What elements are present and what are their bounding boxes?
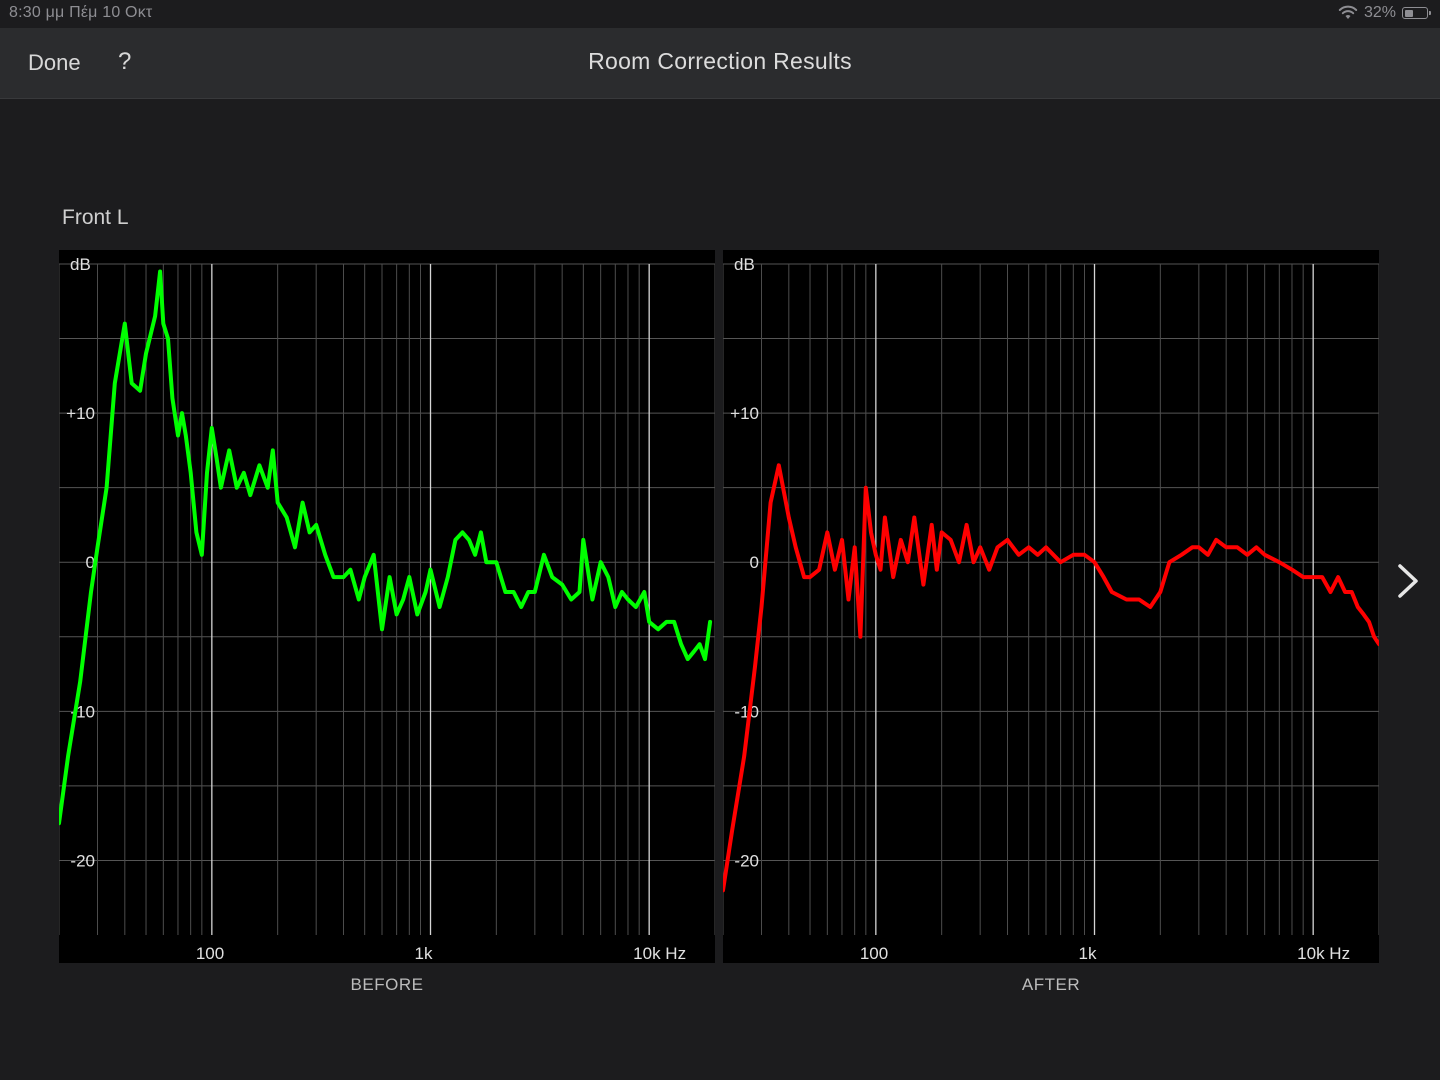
after-chart-svg: dB +10 0 -10 -20 100 1k 10k Hz bbox=[723, 255, 1379, 963]
after-response-line bbox=[723, 463, 1379, 893]
after-y-axis-label: dB bbox=[734, 255, 755, 274]
done-button[interactable]: Done bbox=[28, 50, 81, 75]
status-bar: 8:30 μμ Πέμ 10 Οκτ 32% bbox=[0, 0, 1440, 28]
after-x-tick-label: 100 bbox=[860, 944, 888, 963]
status-time-date: 8:30 μμ Πέμ 10 Οκτ bbox=[9, 4, 153, 21]
after-caption: AFTER bbox=[1021, 975, 1081, 994]
page-title: Room Correction Results bbox=[588, 48, 852, 74]
before-caption: BEFORE bbox=[350, 975, 424, 994]
chevron-right-icon bbox=[1398, 564, 1418, 598]
status-right: 32% bbox=[1338, 4, 1431, 22]
after-y-tick-label: 0 bbox=[750, 553, 759, 572]
channel-label: Front L bbox=[62, 206, 129, 229]
before-x-tick-label: 1k bbox=[415, 944, 433, 963]
next-chevron-button[interactable] bbox=[1392, 558, 1428, 604]
before-y-tick-label: 0 bbox=[86, 553, 95, 572]
after-y-tick-label: -10 bbox=[734, 702, 759, 721]
before-y-tick-label: +10 bbox=[66, 404, 95, 423]
battery-icon bbox=[1402, 7, 1431, 19]
after-y-tick-label: +10 bbox=[730, 404, 759, 423]
help-button[interactable]: ? bbox=[118, 48, 132, 75]
navigation-bar: Done ? Room Correction Results bbox=[0, 28, 1440, 99]
before-y-tick-label: -20 bbox=[70, 851, 95, 870]
before-chart: dB +10 0 -10 -20 100 1k 10k Hz bbox=[59, 250, 715, 963]
before-x-tick-label: 100 bbox=[196, 944, 224, 963]
after-grid bbox=[723, 263, 1379, 935]
after-x-tick-label: 10k Hz bbox=[1297, 944, 1350, 963]
wifi-icon bbox=[1338, 5, 1358, 19]
before-y-axis-label: dB bbox=[70, 255, 91, 274]
before-grid bbox=[59, 263, 715, 935]
after-x-tick-label: 1k bbox=[1079, 944, 1097, 963]
before-x-tick-label: 10k Hz bbox=[633, 944, 686, 963]
before-response-line bbox=[59, 269, 713, 826]
after-chart: dB +10 0 -10 -20 100 1k 10k Hz bbox=[723, 250, 1379, 963]
after-y-tick-label: -20 bbox=[734, 851, 759, 870]
battery-percentage: 32% bbox=[1363, 4, 1396, 21]
